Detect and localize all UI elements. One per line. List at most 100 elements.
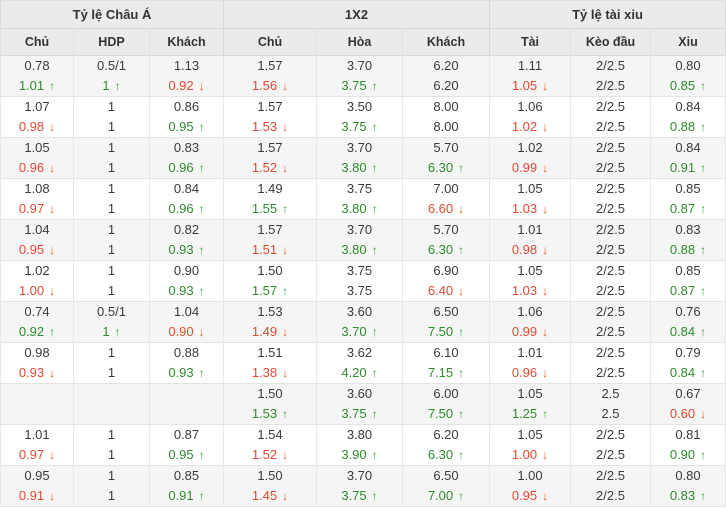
odds-cell: 0.82 0.93 ↑ <box>150 220 224 261</box>
live-odds-value: 1 ↑ <box>102 78 121 93</box>
up-arrow-icon: ↑ <box>458 243 465 257</box>
opening-odds-value: 2/2.5 <box>596 181 625 196</box>
down-arrow-icon: ↓ <box>198 79 205 93</box>
opening-odds-value: 0.86 <box>173 99 200 114</box>
opening-odds-value: 6.20 <box>433 427 459 442</box>
odds-cell: 5.70 6.30 ↑ <box>403 220 490 261</box>
opening-odds-value: 2/2.5 <box>596 263 625 278</box>
live-odds-value: 0.88 ↑ <box>669 119 707 134</box>
opening-odds-value: 3.70 <box>346 140 373 155</box>
live-odds-value: 2/2.5 <box>596 488 625 503</box>
opening-odds-value: 3.60 <box>346 304 373 319</box>
up-arrow-icon: ↑ <box>700 120 707 134</box>
column-header-row: Chủ HDP Khách Chủ Hòa Khách Tài Kèo đầu … <box>0 29 726 56</box>
odds-cell: 3.70 3.80 ↑ <box>317 138 403 179</box>
odds-cell: 0.74 0.92 ↑ <box>0 302 74 343</box>
odds-cell: 1.57 1.53 ↓ <box>224 97 317 138</box>
odds-cell: 1.53 1.49 ↓ <box>224 302 317 343</box>
down-arrow-icon: ↓ <box>458 284 465 298</box>
odds-cell: 3.80 3.90 ↑ <box>317 425 403 466</box>
live-odds-value: 0.98 ↓ <box>18 119 56 134</box>
live-odds-value: 1 <box>107 283 116 298</box>
live-odds-value: 0.93 ↑ <box>168 242 205 257</box>
opening-odds-value: 1.02 <box>517 140 543 155</box>
live-odds-value: 3.75 ↑ <box>341 78 378 93</box>
odds-cell: 3.50 3.75 ↑ <box>317 97 403 138</box>
down-arrow-icon: ↓ <box>542 79 549 93</box>
live-odds-value: 2.5 <box>601 406 620 421</box>
opening-odds-value: 1.06 <box>517 304 543 319</box>
live-odds-value: 0.83 ↑ <box>669 488 707 503</box>
down-arrow-icon: ↓ <box>458 202 465 216</box>
odds-cell: 1.13 0.92 ↓ <box>150 56 224 97</box>
live-odds-value: 0.93 ↑ <box>168 283 205 298</box>
odds-cell: 0.67 0.60 ↓ <box>651 384 726 425</box>
odds-cell: 1.49 1.55 ↑ <box>224 179 317 220</box>
up-arrow-icon: ↑ <box>282 284 289 298</box>
live-odds-value: 1.03 ↓ <box>511 201 549 216</box>
odds-cell: 3.60 3.70 ↑ <box>317 302 403 343</box>
up-arrow-icon: ↑ <box>198 161 205 175</box>
live-odds-value: 6.30 ↑ <box>427 242 465 257</box>
live-odds-value: 1 <box>107 365 116 380</box>
opening-odds-value: 6.90 <box>433 263 459 278</box>
table-row: 1.04 0.95 ↓ 1 1 0.82 0.93 ↑ 1.57 1.51 ↓ 3.70 3.80 ↑ 5.… <box>0 220 726 261</box>
col-header-ou-over: Tài <box>490 29 571 56</box>
odds-cell: 0.78 1.01 ↑ <box>0 56 74 97</box>
up-arrow-icon: ↑ <box>371 325 378 339</box>
live-odds-value: 2/2.5 <box>596 201 625 216</box>
down-arrow-icon: ↓ <box>542 489 549 503</box>
live-odds-value: 0.93 ↓ <box>18 365 56 380</box>
up-arrow-icon: ↑ <box>198 448 205 462</box>
up-arrow-icon: ↑ <box>371 79 378 93</box>
opening-odds-value: 3.60 <box>346 386 373 401</box>
up-arrow-icon: ↑ <box>371 161 378 175</box>
live-odds-value: 1 <box>107 119 116 134</box>
up-arrow-icon: ↑ <box>458 489 465 503</box>
opening-odds-value: 1 <box>107 345 116 360</box>
live-odds-value: 0.96 ↑ <box>168 160 205 175</box>
odds-cell: 0.5/1 1 ↑ <box>74 56 150 97</box>
opening-odds-value: 0.80 <box>675 468 701 483</box>
live-odds-value: 0.85 ↑ <box>669 78 707 93</box>
odds-cell: 0.86 0.95 ↑ <box>150 97 224 138</box>
opening-odds-value: 6.50 <box>433 468 459 483</box>
opening-odds-value: 6.10 <box>433 345 459 360</box>
live-odds-value: 6.60 ↓ <box>427 201 465 216</box>
odds-cell: 2/2.5 2/2.5 <box>571 302 651 343</box>
opening-odds-value: 3.70 <box>346 58 373 73</box>
live-odds-value: 1.55 ↑ <box>251 201 289 216</box>
opening-odds-value: 0.76 <box>675 304 701 319</box>
live-odds-value: 1.00 ↓ <box>18 283 56 298</box>
col-header-ah-home: Chủ <box>0 29 74 56</box>
odds-cell: 6.50 7.00 ↑ <box>403 466 490 507</box>
live-odds-value: 1.01 ↑ <box>18 78 56 93</box>
down-arrow-icon: ↓ <box>282 161 289 175</box>
opening-odds-value: 6.20 <box>433 58 459 73</box>
up-arrow-icon: ↑ <box>458 325 465 339</box>
down-arrow-icon: ↓ <box>542 202 549 216</box>
table-row: 0.98 0.93 ↓ 1 1 0.88 0.93 ↑ 1.51 1.38 ↓ 3.62 4.20 ↑ 6.… <box>0 343 726 384</box>
odds-cell: 0.84 0.88 ↑ <box>651 97 726 138</box>
live-odds-value: 0.90 ↓ <box>168 324 205 339</box>
opening-odds-value: 1.57 <box>257 99 283 114</box>
opening-odds-value: 3.62 <box>346 345 373 360</box>
group-header-asian: Tỷ lệ Châu Á <box>0 1 224 29</box>
up-arrow-icon: ↑ <box>114 79 121 93</box>
odds-cell: 0.87 0.95 ↑ <box>150 425 224 466</box>
odds-cell: 1.57 1.51 ↓ <box>224 220 317 261</box>
live-odds-value: 6.20 <box>433 78 459 93</box>
odds-cell: 6.10 7.15 ↑ <box>403 343 490 384</box>
table-row: 1.01 0.97 ↓ 1 1 0.87 0.95 ↑ 1.54 1.52 ↓ 3.80 3.90 ↑ 6.… <box>0 425 726 466</box>
opening-odds-value: 1.50 <box>257 468 283 483</box>
odds-cell: 3.70 3.75 ↑ <box>317 56 403 97</box>
odds-cell: 2/2.5 2/2.5 <box>571 179 651 220</box>
odds-cell: 7.00 6.60 ↓ <box>403 179 490 220</box>
odds-cell: 1.02 0.99 ↓ <box>490 138 571 179</box>
opening-odds-value: 1.01 <box>517 345 543 360</box>
live-odds-value: 0.99 ↓ <box>511 324 549 339</box>
up-arrow-icon: ↑ <box>371 407 378 421</box>
live-odds-value: 0.95 ↑ <box>168 119 205 134</box>
live-odds-value: 0.87 ↑ <box>669 201 707 216</box>
